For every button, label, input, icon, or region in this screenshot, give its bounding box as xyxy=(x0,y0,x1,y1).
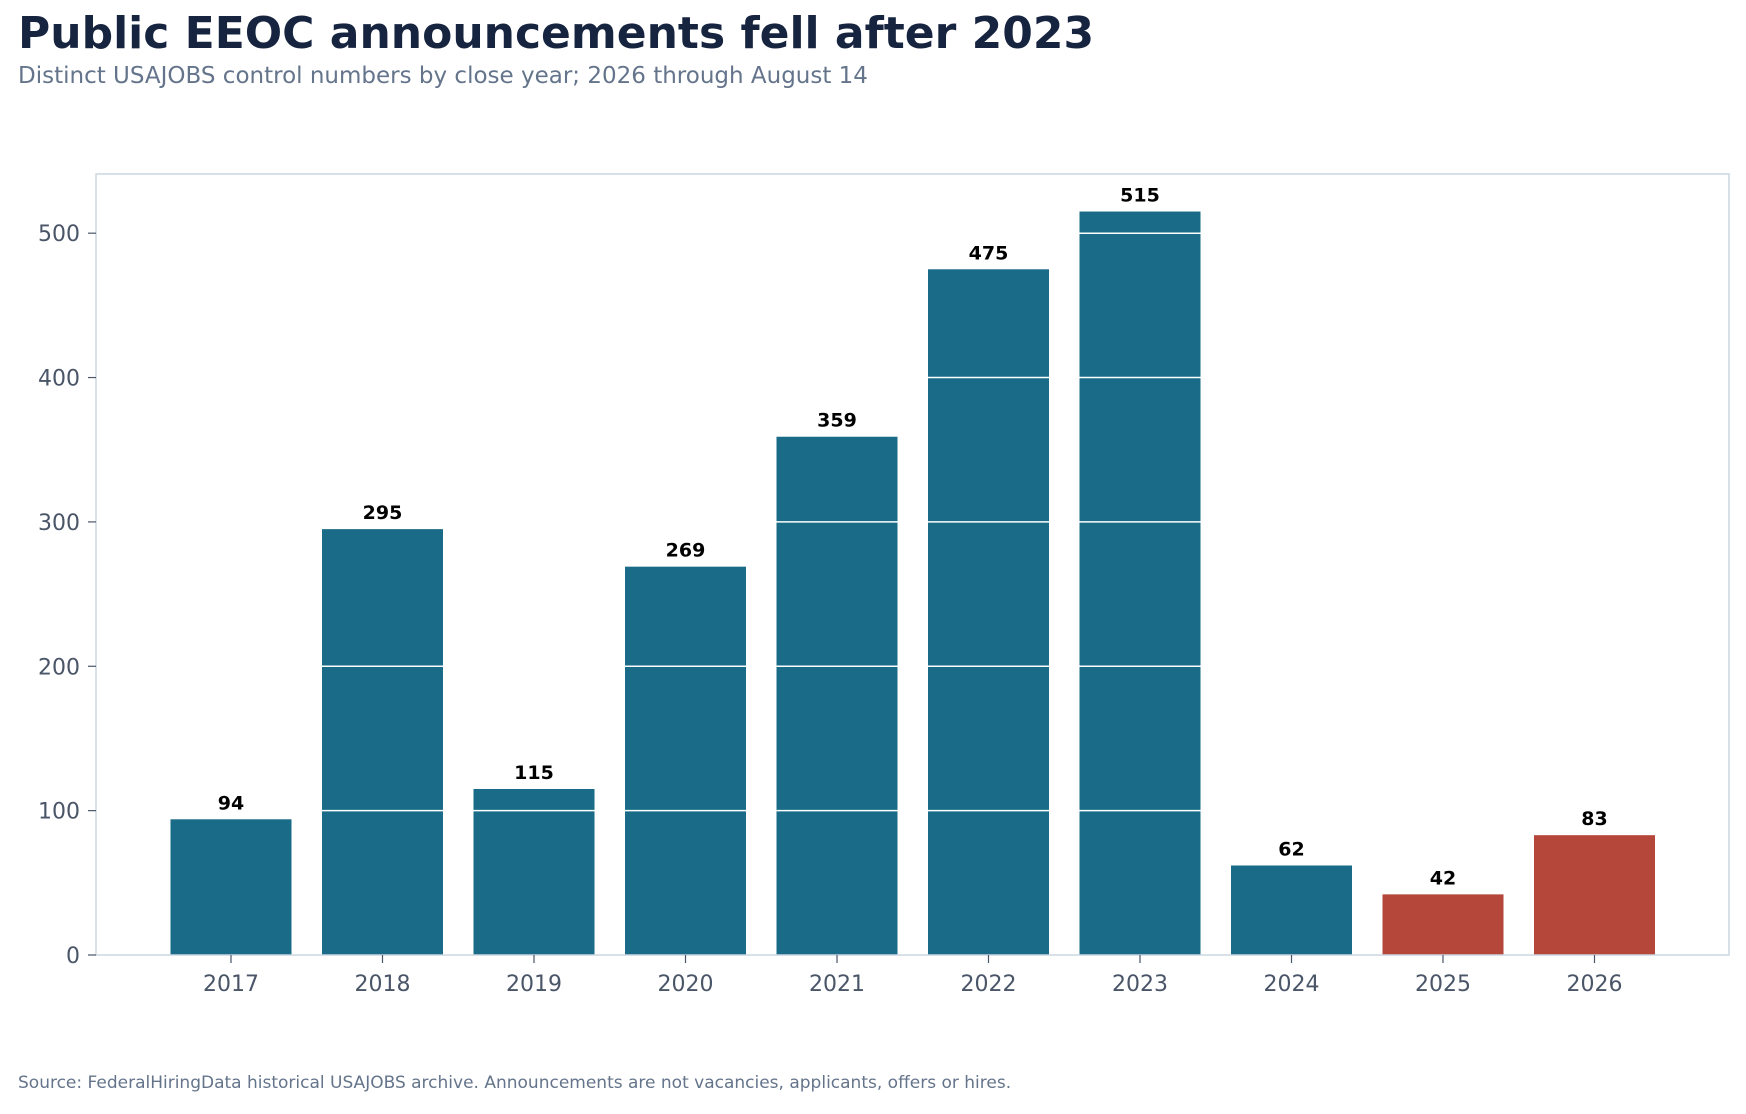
ytick-label-200: 200 xyxy=(38,655,80,680)
xtick-label-2026: 2026 xyxy=(1567,972,1623,997)
xtick-label-2017: 2017 xyxy=(203,972,259,997)
xtick-label-2021: 2021 xyxy=(809,972,865,997)
xtick-label-2023: 2023 xyxy=(1112,972,1168,997)
bar-2018 xyxy=(322,529,443,955)
bar-2022 xyxy=(928,269,1049,955)
chart-title: Public EEOC announcements fell after 202… xyxy=(18,8,1095,59)
xtick-label-2024: 2024 xyxy=(1264,972,1320,997)
ytick-label-100: 100 xyxy=(38,800,80,825)
xtick-label-2022: 2022 xyxy=(961,972,1017,997)
bar-2017 xyxy=(170,819,292,955)
xtick-label-2025: 2025 xyxy=(1415,972,1471,997)
bar-2025 xyxy=(1382,894,1504,955)
data-label-2026: 83 xyxy=(1581,808,1607,830)
x-axis-ticks: 2017 2018 2019 2020 2021 2022 2023 2024 2025 2026 xyxy=(203,955,1623,997)
ytick-label-500: 500 xyxy=(38,222,80,247)
source-note: Source: FederalHiringData historical USA… xyxy=(18,1073,1012,1093)
data-label-2024: 62 xyxy=(1278,838,1304,860)
bar-2020 xyxy=(625,566,746,955)
data-labels: 94 295 115 269 359 475 515 62 42 83 xyxy=(218,185,1608,890)
ytick-label-0: 0 xyxy=(66,944,80,969)
data-label-2023: 515 xyxy=(1120,185,1160,207)
gridline-overlay xyxy=(96,232,1729,812)
chart-subtitle: Distinct USAJOBS control numbers by clos… xyxy=(18,63,868,89)
y-axis-ticks: 0 100 200 300 400 500 xyxy=(38,222,96,969)
data-label-2017: 94 xyxy=(218,792,244,814)
ytick-label-300: 300 xyxy=(38,511,80,536)
xtick-label-2018: 2018 xyxy=(355,972,411,997)
ytick-label-400: 400 xyxy=(38,367,80,392)
data-label-2018: 295 xyxy=(363,502,403,524)
bar-2024 xyxy=(1231,865,1352,955)
plot-frame xyxy=(95,173,1730,956)
data-label-2022: 475 xyxy=(969,242,1009,264)
bar-2023 xyxy=(1079,211,1201,956)
data-label-2019: 115 xyxy=(514,762,554,784)
bar-2019 xyxy=(473,788,595,955)
data-label-2025: 42 xyxy=(1430,867,1456,889)
bars xyxy=(170,211,1655,956)
xtick-label-2020: 2020 xyxy=(658,972,714,997)
bar-2026 xyxy=(1534,835,1655,955)
xtick-label-2019: 2019 xyxy=(506,972,562,997)
data-label-2020: 269 xyxy=(666,540,706,562)
data-label-2021: 359 xyxy=(817,410,857,432)
bar-2021 xyxy=(776,436,898,955)
